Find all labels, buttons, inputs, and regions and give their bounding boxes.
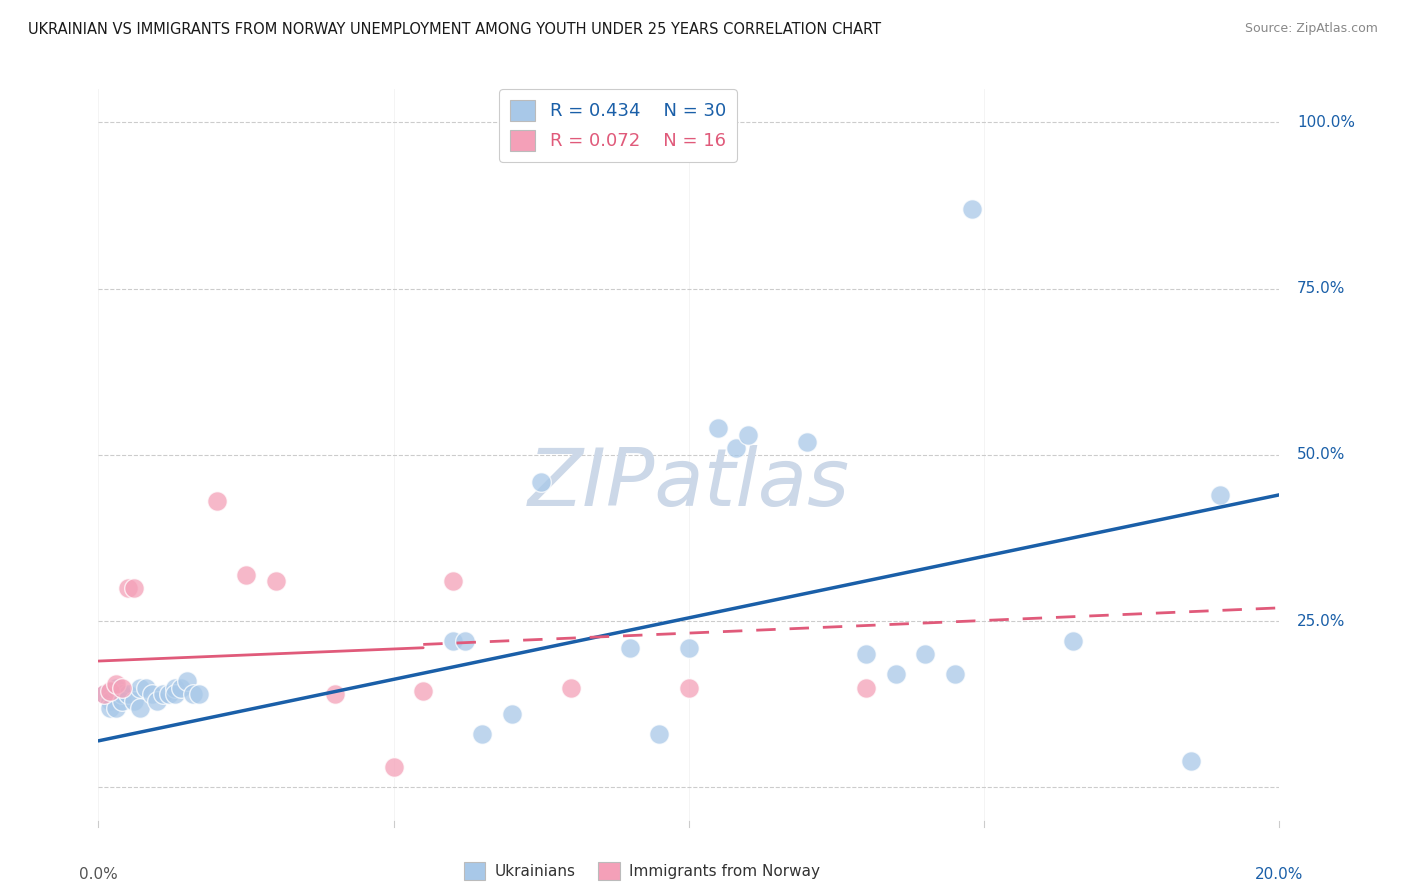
- Point: [323, 687, 346, 701]
- Text: ZIPatlas: ZIPatlas: [527, 445, 851, 524]
- Point: [176, 673, 198, 688]
- Point: [1062, 634, 1084, 648]
- Point: [105, 681, 128, 695]
- Text: Source: ZipAtlas.com: Source: ZipAtlas.com: [1244, 22, 1378, 36]
- Point: [796, 434, 818, 449]
- Point: [725, 442, 748, 456]
- Text: 0.0%: 0.0%: [79, 867, 118, 882]
- Point: [111, 681, 134, 695]
- Text: 25.0%: 25.0%: [1298, 614, 1346, 629]
- Point: [93, 687, 115, 701]
- Point: [530, 475, 553, 489]
- Point: [678, 681, 700, 695]
- Point: [98, 694, 121, 708]
- Point: [98, 684, 121, 698]
- Point: [855, 681, 877, 695]
- Point: [619, 640, 641, 655]
- Point: [855, 648, 877, 662]
- Point: [501, 707, 523, 722]
- Point: [471, 727, 494, 741]
- Point: [170, 681, 193, 695]
- Point: [678, 640, 700, 655]
- Point: [152, 687, 174, 701]
- Point: [412, 684, 434, 698]
- Text: 75.0%: 75.0%: [1298, 281, 1346, 296]
- Point: [117, 581, 139, 595]
- Point: [105, 700, 128, 714]
- Point: [884, 667, 907, 681]
- Point: [648, 727, 671, 741]
- Point: [264, 574, 287, 589]
- Point: [914, 648, 936, 662]
- Point: [382, 760, 405, 774]
- Point: [122, 581, 145, 595]
- Point: [111, 687, 134, 701]
- Legend: Ukrainians, Immigrants from Norway: Ukrainians, Immigrants from Norway: [457, 856, 825, 886]
- Point: [205, 494, 228, 508]
- Point: [93, 687, 115, 701]
- Point: [187, 687, 209, 701]
- Point: [165, 681, 187, 695]
- Point: [98, 700, 121, 714]
- Point: [441, 574, 464, 589]
- Point: [141, 687, 163, 701]
- Point: [111, 694, 134, 708]
- Point: [1180, 754, 1202, 768]
- Point: [128, 681, 150, 695]
- Point: [122, 694, 145, 708]
- Point: [165, 687, 187, 701]
- Point: [181, 687, 204, 701]
- Point: [441, 634, 464, 648]
- Point: [943, 667, 966, 681]
- Point: [737, 428, 759, 442]
- Text: 100.0%: 100.0%: [1298, 115, 1355, 130]
- Point: [707, 421, 730, 435]
- Point: [560, 681, 582, 695]
- Point: [135, 681, 157, 695]
- Text: 20.0%: 20.0%: [1256, 867, 1303, 882]
- Point: [157, 687, 180, 701]
- Point: [1209, 488, 1232, 502]
- Point: [962, 202, 984, 216]
- Point: [146, 694, 169, 708]
- Point: [128, 700, 150, 714]
- Point: [117, 687, 139, 701]
- Text: UKRAINIAN VS IMMIGRANTS FROM NORWAY UNEMPLOYMENT AMONG YOUTH UNDER 25 YEARS CORR: UKRAINIAN VS IMMIGRANTS FROM NORWAY UNEM…: [28, 22, 882, 37]
- Point: [453, 634, 475, 648]
- Point: [235, 567, 257, 582]
- Point: [105, 677, 128, 691]
- Text: 50.0%: 50.0%: [1298, 448, 1346, 462]
